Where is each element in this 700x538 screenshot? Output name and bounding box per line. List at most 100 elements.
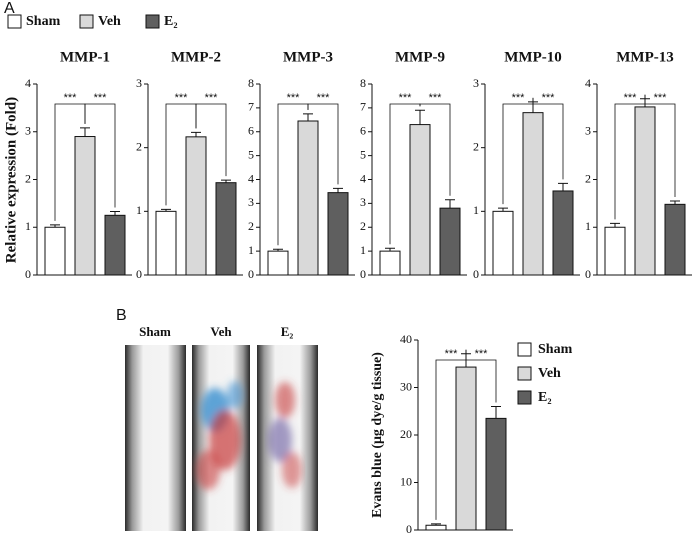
y-axis-label: Evans blue (μg dye/g tissue): [370, 352, 385, 518]
y-tick-label: 3: [473, 76, 479, 90]
y-tick-label: 40: [400, 332, 412, 346]
significance-label: ***: [399, 92, 413, 104]
photos: [125, 345, 318, 531]
significance-bracket: [532, 97, 564, 180]
legend-label: Sham: [26, 14, 61, 29]
error-bar: [445, 199, 455, 209]
error-bar: [161, 208, 171, 212]
photo-label: Veh: [210, 324, 232, 339]
error-bar: [273, 248, 283, 252]
y-tick-label: 1: [25, 219, 31, 233]
y-tick-label: 1: [248, 243, 254, 257]
significance-label: ***: [542, 92, 556, 104]
photo-label: E₂: [281, 324, 294, 339]
chart-title: MMP-2: [171, 49, 221, 65]
error-bar: [610, 222, 620, 228]
error-bar: [491, 406, 501, 419]
bar: [485, 417, 507, 531]
y-tick-label: 20: [400, 427, 412, 441]
y-tick-label: 1: [585, 219, 591, 233]
y-tick-label: 2: [25, 171, 31, 185]
y-tick-label: 3: [585, 124, 591, 138]
y-tick-label: 3: [136, 76, 142, 90]
significance-bracket: [195, 103, 227, 177]
legend-label: Veh: [98, 14, 121, 29]
y-tick-label: 0: [406, 522, 412, 536]
y-tick-label: 0: [585, 267, 591, 281]
bar: [104, 214, 126, 276]
chart-title: MMP-10: [504, 49, 561, 65]
legend-swatch: [517, 342, 532, 357]
significance-bracket: [644, 94, 676, 197]
bar: [267, 250, 289, 276]
y-tick-label: 7: [360, 100, 366, 114]
significance-bracket: [465, 349, 497, 403]
significance-label: ***: [654, 92, 668, 104]
chart-title: MMP-13: [616, 49, 673, 65]
y-tick-label: 0: [25, 267, 31, 281]
y-tick-label: 4: [25, 76, 31, 90]
significance-label: ***: [317, 92, 331, 104]
y-tick-label: 3: [248, 195, 254, 209]
error-bar: [558, 182, 568, 191]
significance-label: ***: [445, 348, 459, 360]
bar: [297, 120, 319, 276]
legend-label: Veh: [538, 366, 561, 381]
error-bar: [385, 247, 395, 252]
y-tick-label: 1: [473, 203, 479, 217]
legend-swatch: [517, 390, 532, 405]
bar: [455, 366, 477, 531]
y-tick-label: 0: [473, 267, 479, 281]
chart-title: MMP-1: [60, 49, 110, 65]
y-tick-label: 4: [360, 171, 366, 185]
y-tick-label: 3: [360, 195, 366, 209]
significance-label: ***: [94, 92, 108, 104]
bar: [74, 136, 96, 276]
y-tick-label: 1: [136, 203, 142, 217]
error-bar: [191, 131, 201, 137]
bar: [522, 112, 544, 276]
bar: [439, 207, 461, 276]
y-tick-label: 4: [248, 171, 254, 185]
y-tick-label: 2: [473, 139, 479, 153]
y-tick-label: 0: [136, 267, 142, 281]
y-tick-label: 6: [248, 124, 254, 138]
photo-sham: [125, 345, 186, 531]
significance-label: ***: [512, 92, 526, 104]
photo-label: Sham: [139, 324, 171, 339]
error-bar: [303, 113, 313, 122]
dye-e2: [268, 382, 302, 488]
bar: [379, 250, 401, 276]
bar: [492, 210, 514, 276]
y-tick-label: 5: [248, 147, 254, 161]
error-bar: [333, 187, 343, 193]
y-tick-label: 30: [400, 379, 412, 393]
bar: [215, 182, 237, 276]
bar: [327, 192, 349, 276]
legend-swatch: [145, 14, 160, 29]
significance-label: ***: [429, 92, 443, 104]
y-tick-label: 4: [585, 76, 591, 90]
y-tick-label: 0: [248, 267, 254, 281]
bar: [155, 210, 177, 276]
panel-label: A: [4, 0, 15, 17]
bar: [604, 226, 626, 276]
error-bar: [50, 224, 60, 228]
significance-bracket: [307, 103, 339, 185]
dye-veh: [196, 381, 243, 490]
significance-bracket: [84, 103, 116, 208]
y-tick-label: 1: [360, 243, 366, 257]
error-bar: [431, 523, 441, 526]
error-bar: [221, 179, 231, 183]
bar: [425, 524, 447, 531]
chart-title: MMP-3: [283, 49, 333, 65]
significance-label: ***: [205, 92, 219, 104]
bar: [44, 226, 66, 276]
bar: [185, 136, 207, 276]
significance-label: ***: [64, 92, 78, 104]
y-tick-label: 2: [360, 219, 366, 233]
y-tick-label: 5: [360, 147, 366, 161]
legend-label: Sham: [538, 342, 573, 357]
y-tick-label: 2: [585, 171, 591, 185]
